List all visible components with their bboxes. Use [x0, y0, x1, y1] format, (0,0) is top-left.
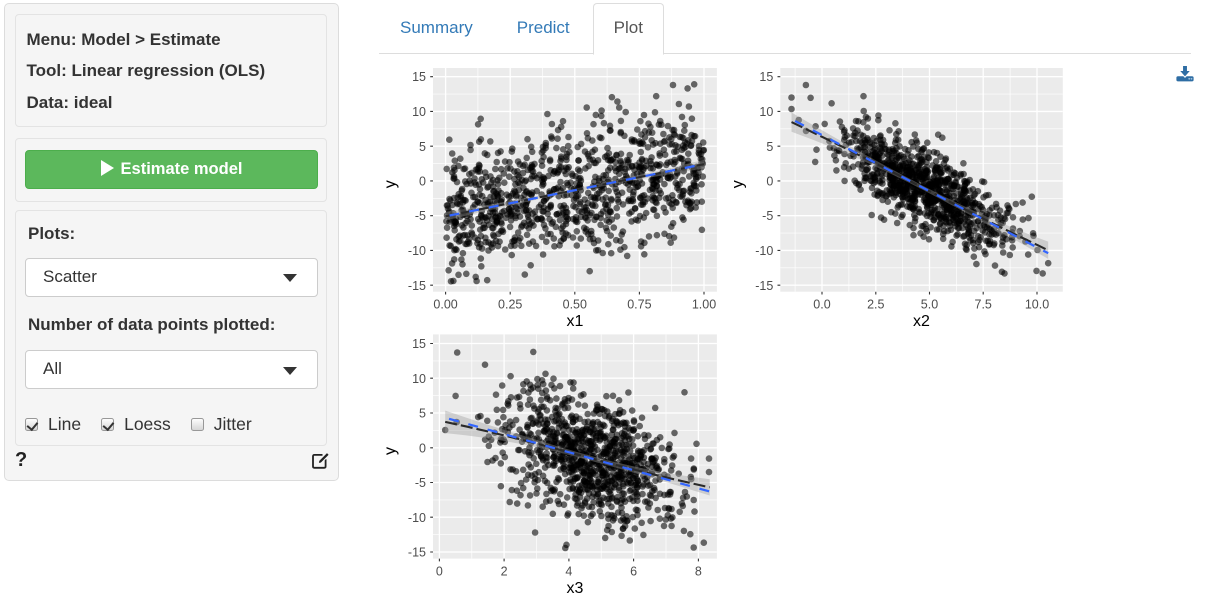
svg-text:0: 0 — [766, 175, 773, 189]
svg-text:-15: -15 — [755, 279, 773, 293]
svg-text:0.50: 0.50 — [563, 298, 587, 312]
svg-text:-15: -15 — [408, 279, 426, 293]
svg-text:5: 5 — [419, 407, 426, 421]
svg-text:-10: -10 — [408, 244, 426, 258]
svg-text:10: 10 — [412, 105, 426, 119]
svg-text:-5: -5 — [762, 209, 773, 223]
svg-text:-10: -10 — [755, 244, 773, 258]
svg-text:-10: -10 — [408, 511, 426, 525]
svg-text:0.00: 0.00 — [433, 298, 457, 312]
svg-text:5: 5 — [419, 140, 426, 154]
svg-text:x3: x3 — [567, 580, 584, 597]
svg-text:10.0: 10.0 — [1025, 298, 1049, 312]
svg-text:10: 10 — [759, 105, 773, 119]
svg-text:5: 5 — [766, 140, 773, 154]
svg-text:15: 15 — [412, 70, 426, 84]
svg-text:x2: x2 — [913, 313, 930, 330]
svg-text:0.0: 0.0 — [813, 298, 830, 312]
svg-text:0: 0 — [419, 441, 426, 455]
svg-text:7.5: 7.5 — [975, 298, 992, 312]
svg-text:x1: x1 — [567, 313, 584, 330]
svg-text:15: 15 — [759, 70, 773, 84]
svg-text:0: 0 — [419, 175, 426, 189]
svg-text:y: y — [382, 180, 399, 188]
svg-text:4: 4 — [565, 565, 572, 579]
svg-text:15: 15 — [412, 337, 426, 351]
svg-text:-5: -5 — [415, 476, 426, 490]
svg-text:8: 8 — [695, 565, 702, 579]
svg-text:6: 6 — [630, 565, 637, 579]
svg-text:-5: -5 — [415, 209, 426, 223]
svg-text:0: 0 — [436, 565, 443, 579]
svg-text:y: y — [729, 180, 746, 188]
svg-text:1.00: 1.00 — [692, 298, 716, 312]
svg-text:2: 2 — [501, 565, 508, 579]
svg-text:5.0: 5.0 — [921, 298, 938, 312]
svg-text:-15: -15 — [408, 546, 426, 560]
svg-text:y: y — [382, 447, 399, 455]
svg-text:0.25: 0.25 — [498, 298, 522, 312]
svg-text:0.75: 0.75 — [627, 298, 651, 312]
svg-text:2.5: 2.5 — [867, 298, 884, 312]
svg-text:10: 10 — [412, 372, 426, 386]
